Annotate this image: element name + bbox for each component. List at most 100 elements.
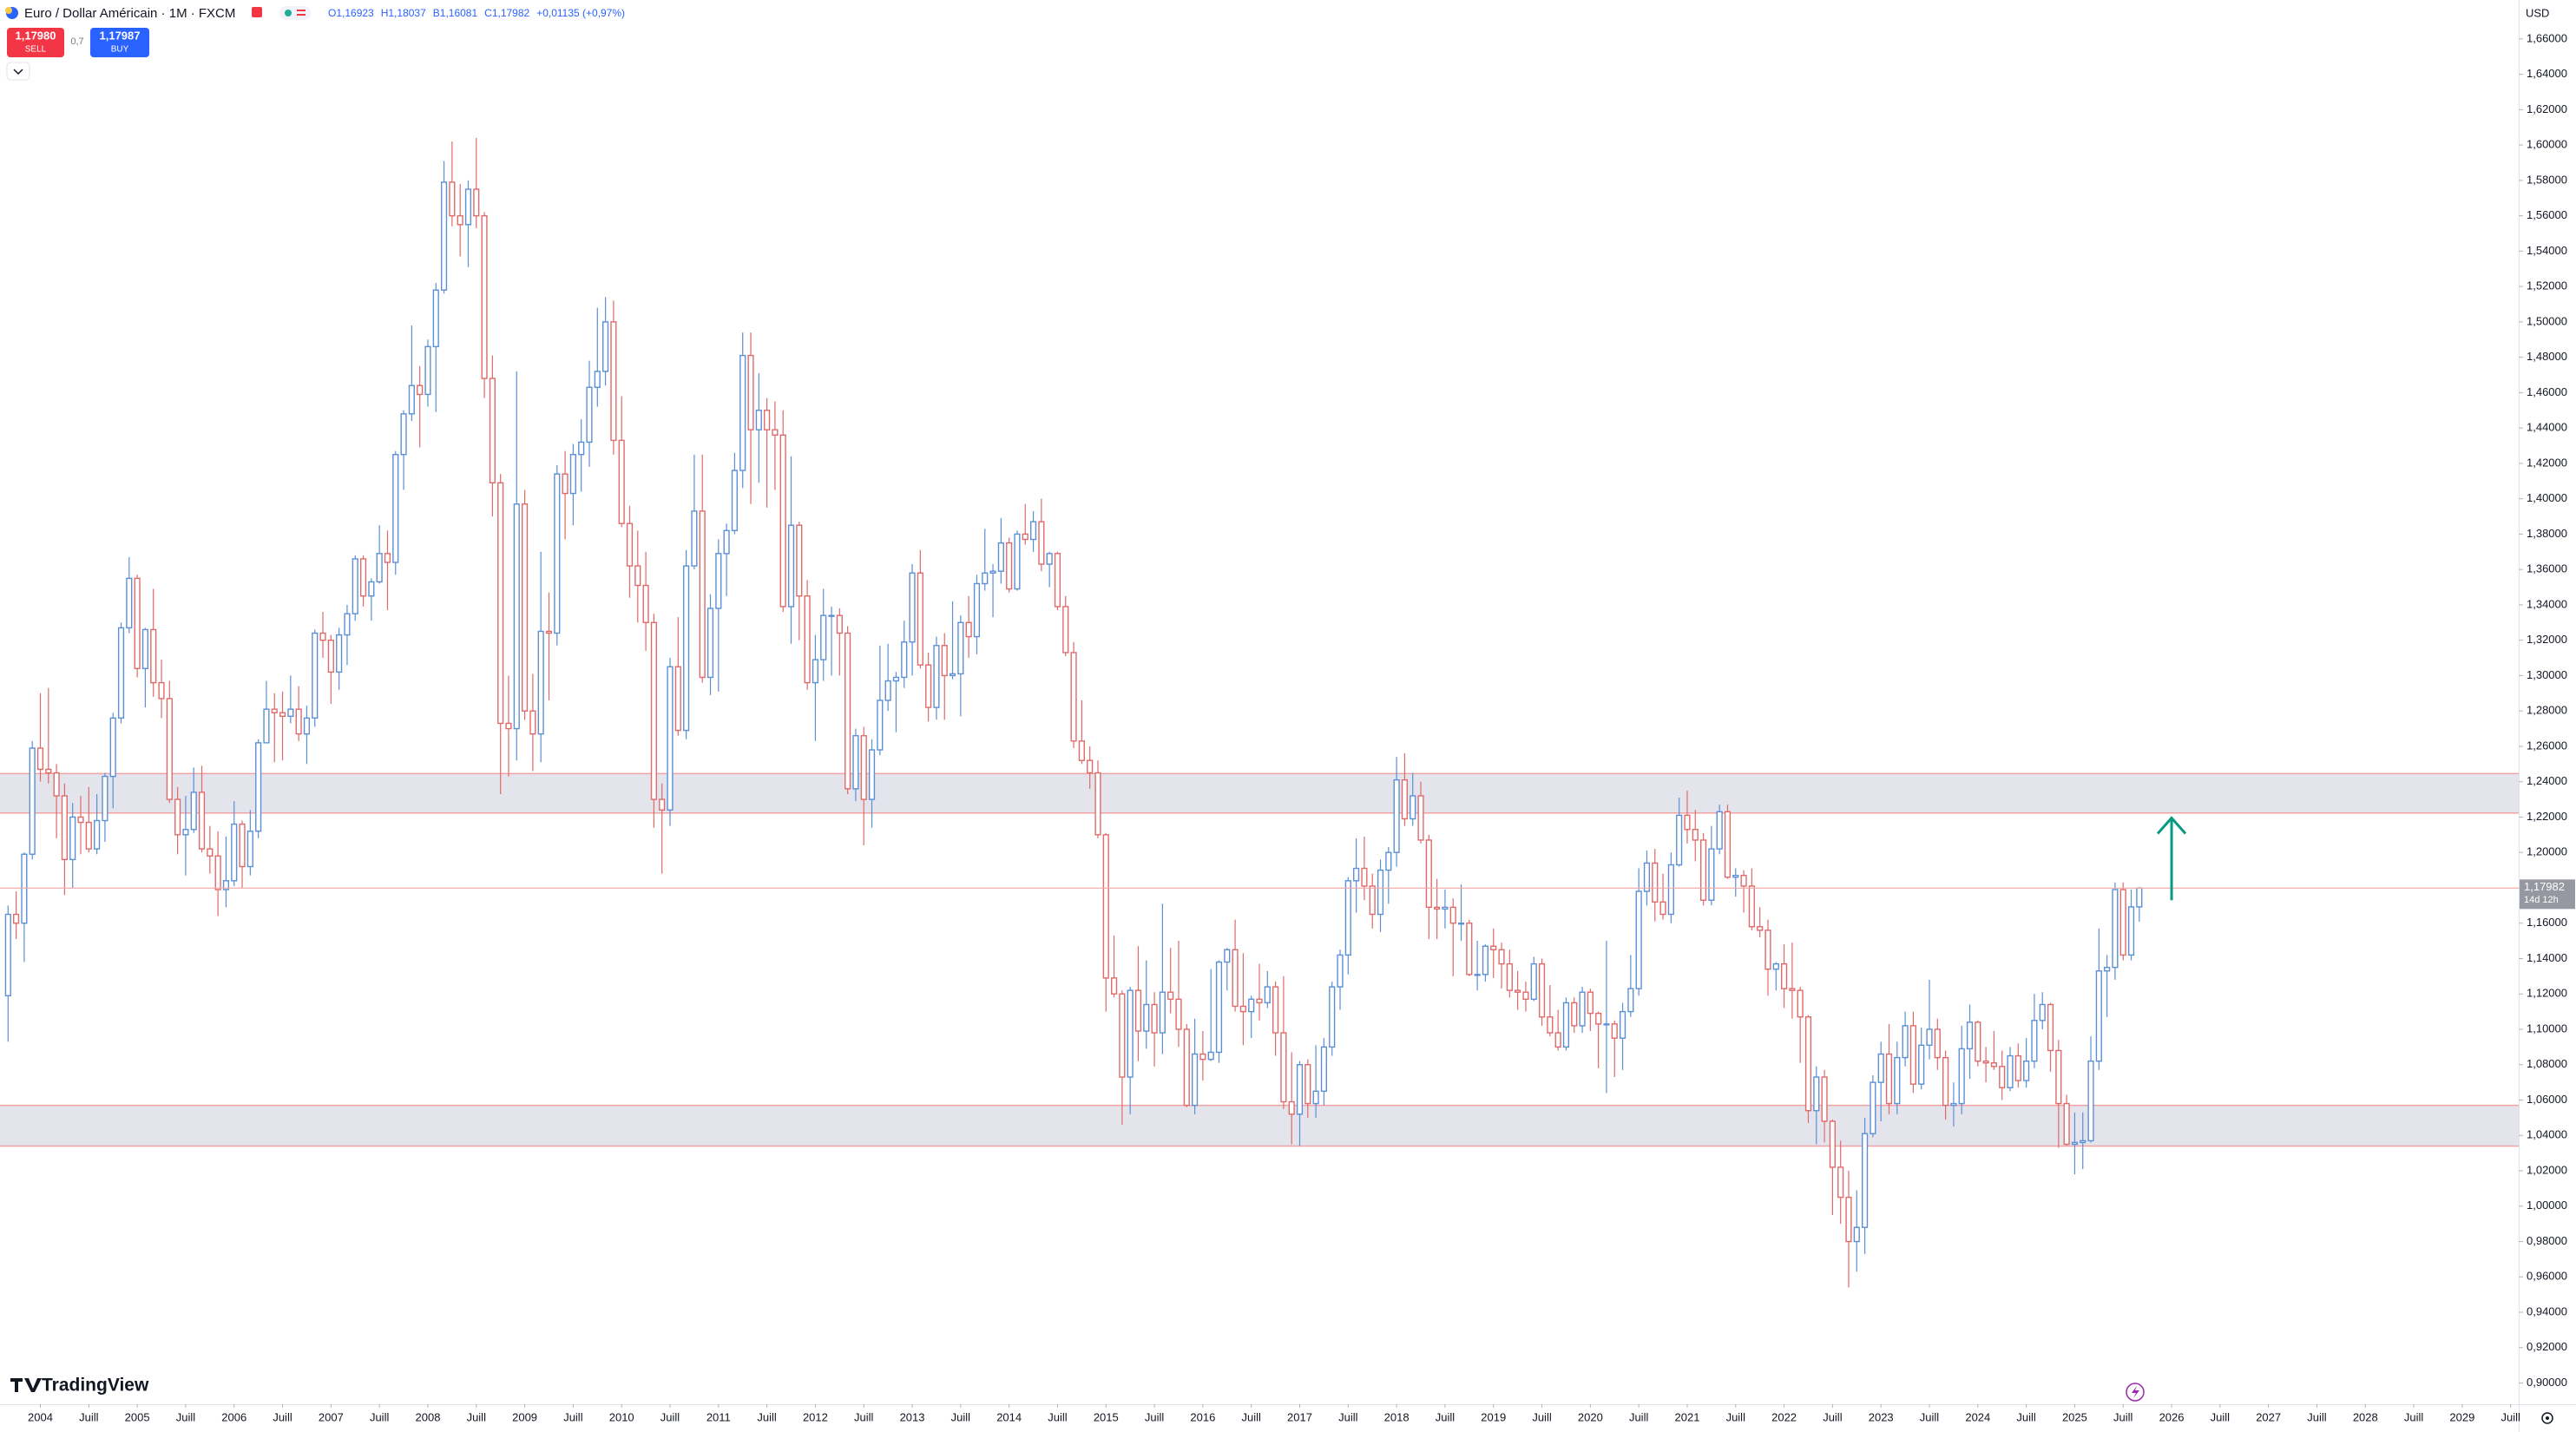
settings-button[interactable] — [2541, 1412, 2553, 1424]
candle-body — [424, 345, 431, 396]
y-tick-label: 1,58000 — [2527, 173, 2567, 186]
candle-body — [174, 798, 181, 836]
candle-body — [860, 735, 867, 800]
candle-body — [892, 676, 900, 682]
candle-body — [1619, 1010, 1626, 1039]
candle-body — [352, 558, 358, 614]
candle-body — [1175, 998, 1182, 1030]
candle-body — [1877, 1053, 1884, 1083]
candle-body — [481, 214, 488, 379]
candle-body — [731, 470, 739, 532]
candle-body — [1239, 1005, 1246, 1013]
y-tick-label: 1,44000 — [2527, 421, 2567, 434]
y-tick-label: 0,90000 — [2527, 1376, 2567, 1389]
candle-body — [1950, 1102, 1957, 1107]
currency-label[interactable]: USD — [2526, 6, 2549, 19]
x-tick-label: Juill — [563, 1410, 583, 1423]
candle-body — [1571, 1002, 1578, 1027]
candle-body — [1094, 772, 1101, 836]
candle-body — [400, 413, 407, 456]
candle-body — [1894, 1056, 1901, 1105]
x-tick-label: 2015 — [1094, 1410, 1119, 1423]
x-tick-label: Juill — [757, 1410, 777, 1423]
alert-icon[interactable] — [252, 7, 262, 17]
x-tick-label: 2005 — [125, 1410, 150, 1423]
collapse-button[interactable] — [6, 62, 30, 81]
candle-body — [650, 621, 657, 800]
x-tick-label: 2019 — [1481, 1410, 1506, 1423]
y-tick-label: 1,62000 — [2527, 102, 2567, 115]
x-tick-label: Juill — [1629, 1410, 1649, 1423]
y-tick-label: 1,60000 — [2527, 138, 2567, 151]
candle-body — [917, 572, 923, 666]
symbol-title[interactable]: Euro / Dollar Américain · 1M · FXCM — [24, 6, 235, 21]
lightning-button[interactable] — [2126, 1383, 2145, 1402]
candle-body — [182, 829, 189, 836]
candle-body — [513, 503, 520, 730]
header: Euro / Dollar Américain · 1M · FXCM O1,1… — [5, 6, 625, 81]
candle-body — [634, 565, 641, 587]
x-tick-label: 2011 — [706, 1410, 731, 1423]
candle-body — [1248, 998, 1255, 1013]
y-tick-label: 1,02000 — [2527, 1163, 2567, 1176]
y-tick-label: 1,26000 — [2527, 739, 2567, 752]
candle-body — [222, 880, 230, 890]
candle-body — [747, 354, 754, 430]
y-tick-label: 1,08000 — [2527, 1057, 2567, 1070]
candle-body — [1862, 1133, 1869, 1228]
y-tick-label: 1,14000 — [2527, 951, 2567, 964]
candle-body — [901, 641, 908, 679]
x-tick-label: Juill — [2307, 1410, 2327, 1423]
candle-body — [1062, 606, 1069, 654]
candle-body — [1789, 988, 1796, 991]
sell-button[interactable] — [7, 28, 64, 57]
candle-body — [440, 181, 448, 291]
candle-body — [1748, 885, 1755, 928]
candle-body — [1643, 862, 1651, 892]
status-icon — [297, 14, 306, 16]
candle-body — [94, 819, 101, 850]
candle-body — [618, 439, 625, 524]
candle-body — [1110, 977, 1118, 995]
y-tick-label: 1,32000 — [2527, 633, 2567, 646]
candle-body — [134, 577, 141, 669]
candle-body — [772, 429, 779, 436]
tradingview-logo[interactable]: TradingView — [10, 1376, 149, 1396]
candle-body — [537, 630, 544, 735]
candle-body — [384, 553, 391, 563]
candle-body — [1732, 875, 1739, 878]
candle-body — [239, 823, 246, 868]
x-tick-label: 2022 — [1771, 1410, 1797, 1423]
status-pill[interactable] — [279, 6, 311, 20]
candle-body — [1587, 991, 1594, 1015]
candle-body — [1102, 834, 1109, 979]
candle-body — [699, 510, 706, 679]
candle-body — [586, 386, 593, 443]
candle-body — [2087, 1060, 2094, 1142]
y-tick-label: 1,56000 — [2527, 208, 2567, 221]
candle-body — [739, 354, 746, 471]
candle-body — [344, 613, 351, 636]
candle-body — [1385, 851, 1392, 871]
candle-body — [569, 454, 576, 495]
candle-body — [1353, 867, 1360, 882]
spread: 0,7 — [70, 36, 83, 47]
candle-body — [691, 510, 698, 567]
candle-body — [1377, 869, 1384, 916]
x-tick-label: 2007 — [319, 1410, 344, 1423]
lightning-icon — [2132, 1386, 2139, 1398]
candle-body — [706, 608, 714, 679]
candle-body — [2039, 1003, 2046, 1021]
candle-body — [271, 708, 278, 713]
buy-button[interactable] — [90, 28, 149, 57]
candle-body — [1829, 1120, 1836, 1168]
candle-body — [715, 553, 722, 609]
x-tick-label: 2004 — [28, 1410, 53, 1423]
legend-value: C1,17982 — [484, 7, 529, 19]
y-tick-label: 1,34000 — [2527, 597, 2567, 610]
candle-body — [2031, 1020, 2038, 1062]
candle-body — [1999, 1066, 2006, 1088]
x-tick-label: 2017 — [1287, 1410, 1312, 1423]
